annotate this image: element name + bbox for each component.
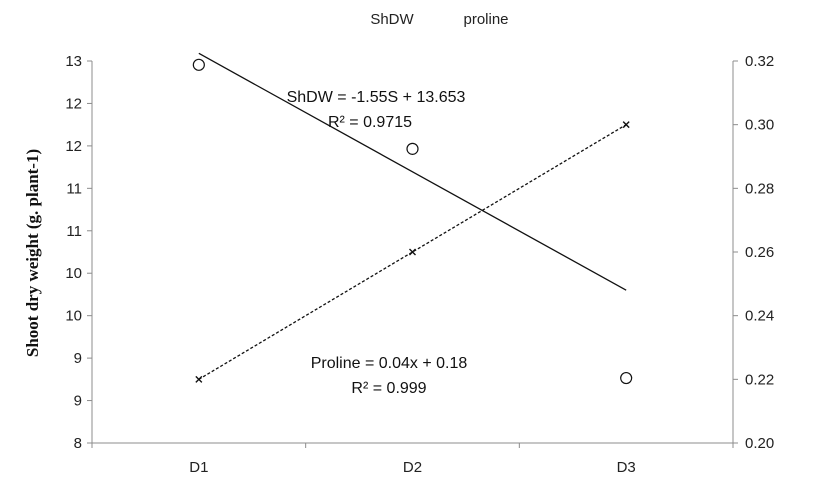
- shdw-annotation: ShDW = -1.55S + 13.653 R² = 0.9715: [287, 89, 466, 131]
- right-tick-label: 0.30: [745, 117, 774, 134]
- left-axis-ticks: 8 9 9 10 10 11 11 12 12 13: [65, 53, 92, 452]
- shdw-point: [192, 58, 205, 71]
- proline-annotation: Proline = 0.04x + 0.18 R² = 0.999: [311, 355, 468, 397]
- data-points: [192, 58, 633, 385]
- left-tick-label: 8: [74, 435, 82, 452]
- left-tick-label: 9: [74, 393, 82, 410]
- shdw-r2: R² = 0.9715: [328, 114, 412, 131]
- trendlines: [198, 52, 627, 380]
- legend-entry-proline: proline: [463, 11, 508, 28]
- left-tick-label: 12: [65, 95, 82, 112]
- right-tick-label: 0.24: [745, 308, 774, 325]
- left-tick-label: 10: [65, 308, 82, 325]
- proline-trendline: [198, 124, 627, 380]
- left-tick-label: 10: [65, 265, 82, 282]
- right-tick-label: 0.20: [745, 435, 774, 452]
- right-axis-ticks: 0.20 0.22 0.24 0.26 0.28 0.30 0.32: [733, 53, 774, 452]
- proline-point: [195, 375, 203, 383]
- shdw-trendline: [198, 52, 627, 291]
- proline-r2: R² = 0.999: [351, 380, 426, 397]
- left-tick-label: 11: [66, 223, 82, 240]
- x-axis-ticks: D1 D2 D3: [91, 443, 734, 476]
- legend-entry-shdw: ShDW: [370, 11, 414, 28]
- x-tick-label: D3: [617, 459, 636, 476]
- right-tick-label: 0.32: [745, 53, 774, 70]
- left-axis-title: Shoot dry weight (g. plant-1): [23, 149, 42, 357]
- left-tick-label: 13: [65, 53, 82, 70]
- left-tick-label: 11: [66, 180, 82, 197]
- proline-point: [409, 248, 416, 256]
- chart-legend: ShDW proline: [370, 11, 508, 28]
- proline-point: [622, 121, 630, 129]
- x-tick-label: D2: [403, 459, 422, 476]
- right-tick-label: 0.28: [745, 180, 774, 197]
- x-tick-label: D1: [189, 459, 208, 476]
- shdw-point: [406, 142, 419, 155]
- left-tick-label: 9: [74, 350, 82, 367]
- right-tick-label: 0.26: [745, 244, 774, 261]
- right-tick-label: 0.22: [745, 371, 774, 388]
- proline-equation: Proline = 0.04x + 0.18: [311, 355, 468, 372]
- shdw-equation: ShDW = -1.55S + 13.653: [287, 89, 466, 106]
- left-tick-label: 12: [65, 138, 82, 155]
- shdw-point: [620, 371, 633, 385]
